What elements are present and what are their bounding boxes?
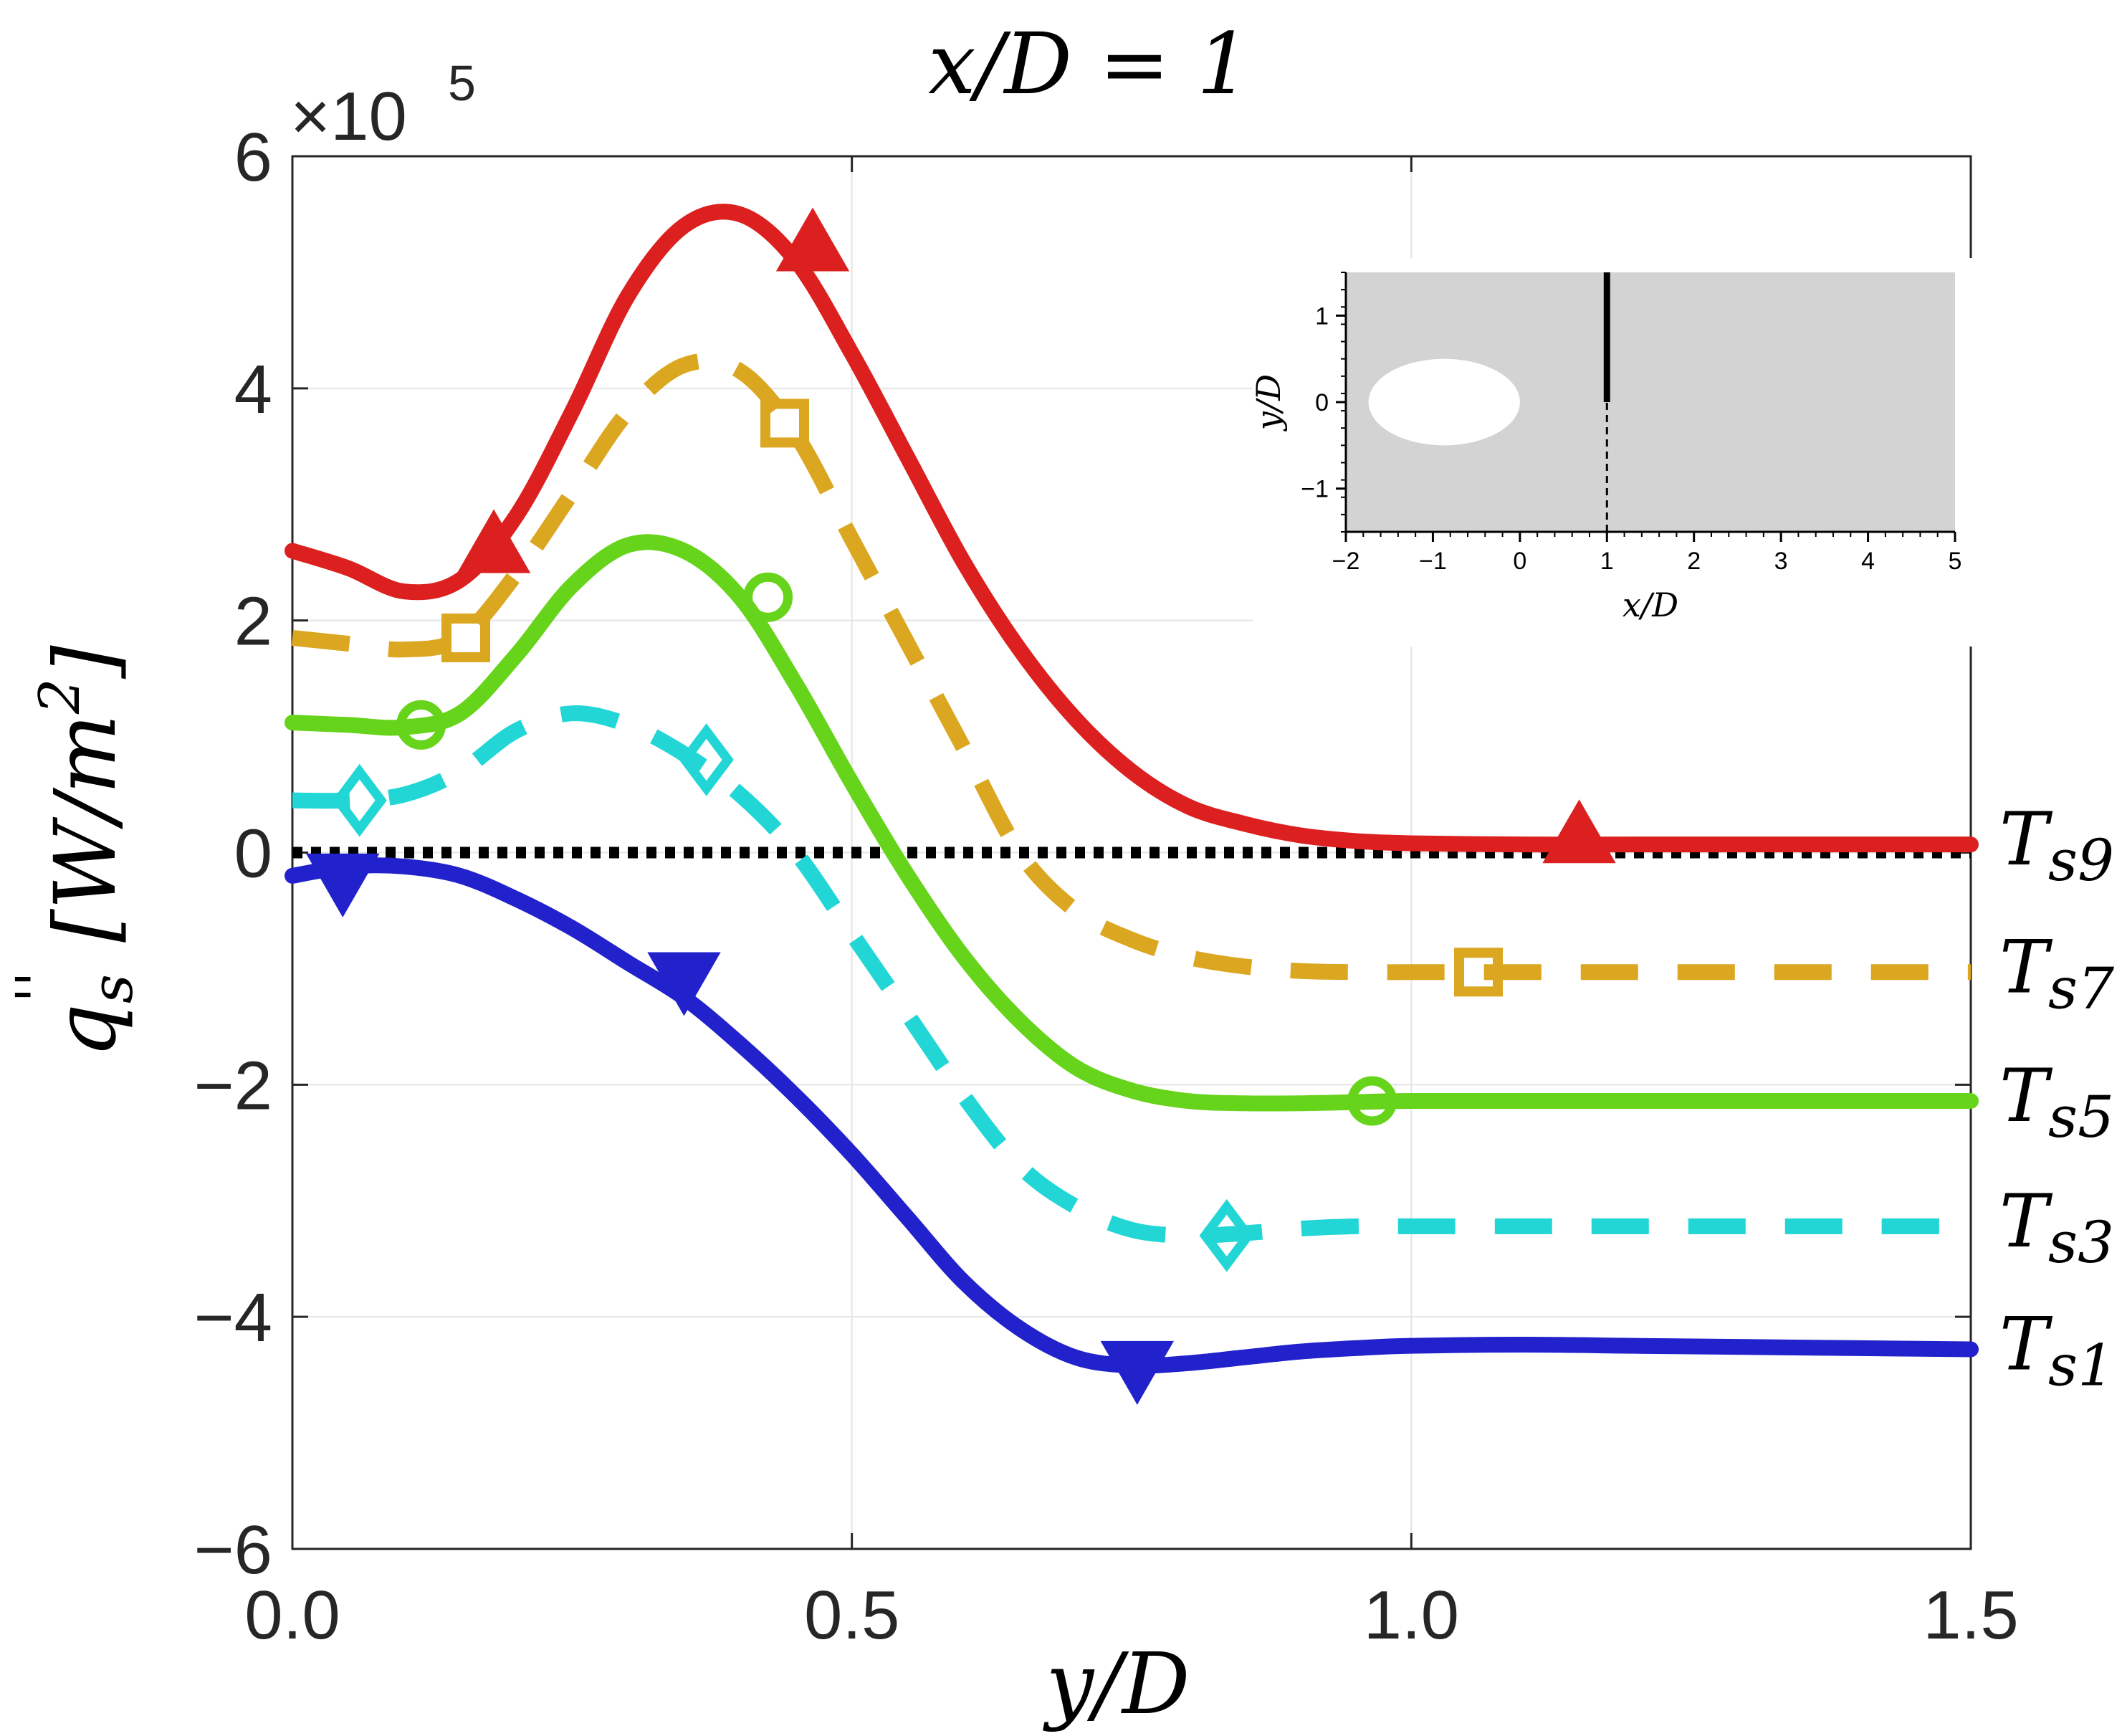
y-tick-label: −2 — [194, 1047, 272, 1124]
marker-Ts7 — [441, 613, 491, 662]
series-label-Ts3: Ts3 — [1999, 1179, 2114, 1276]
y-label-q: q — [36, 1003, 135, 1058]
series-line-Ts9 — [285, 204, 1979, 853]
series-line-Ts1 — [285, 857, 1979, 1374]
marker-Ts3 — [679, 723, 734, 796]
y-tick-label: 6 — [234, 119, 272, 196]
svg-text:qs''[W/m2]: qs '' [W/m2] — [4, 644, 145, 1057]
inset-x-tick-label: 4 — [1861, 548, 1875, 575]
marker-Ts7 — [1454, 948, 1504, 997]
inset-y-axis-label: y/D — [1249, 374, 1288, 431]
inset-x-tick-label: 3 — [1774, 548, 1788, 575]
y-tick-label: 4 — [234, 351, 272, 428]
marker-Ts9 — [775, 207, 850, 272]
y-tick-label: 2 — [234, 583, 272, 660]
y-tick-label: −4 — [194, 1279, 272, 1356]
series-label-Ts1: Ts1 — [1999, 1302, 2114, 1399]
inset-x-axis-label: x/D — [1622, 586, 1678, 624]
x-axis-label: y/D — [1042, 1634, 1190, 1733]
series-label-Ts7: Ts7 — [1999, 925, 2114, 1021]
series-markers — [306, 207, 1616, 1405]
y-exponent-power: 5 — [448, 55, 476, 111]
marker-Ts3 — [1199, 1198, 1254, 1272]
y-label-sub: s — [79, 974, 145, 1003]
marker-Ts5 — [743, 572, 793, 622]
marker-Ts3 — [332, 763, 387, 837]
y-label-unit: [W/m — [36, 714, 135, 943]
series-line-Ts5 — [285, 534, 1979, 1112]
inset-x-tick-label: −1 — [1419, 548, 1447, 575]
y-tick-labels: −6 −4 −2 0 2 4 6 — [194, 119, 272, 1588]
inset-y-tick-label: 0 — [1315, 389, 1329, 416]
marker-Ts1 — [647, 952, 721, 1016]
inset-x-tick-label: 2 — [1687, 548, 1701, 575]
y-label-sup: 2 — [28, 678, 92, 715]
inset-x-tick-label: 0 — [1513, 548, 1526, 575]
x-tick-labels: 0.0 0.5 1.0 1.5 — [244, 1577, 2018, 1654]
series-line-Ts7 — [291, 353, 1971, 981]
inset-y-tick-label: 1 — [1315, 302, 1329, 330]
marker-Ts9 — [457, 509, 531, 573]
inset-cylinder — [1368, 358, 1520, 446]
y-label-close: ] — [36, 644, 135, 679]
marker-Ts9 — [1542, 799, 1616, 864]
marker-Ts5 — [396, 700, 446, 750]
inset-x-tick-label: −2 — [1332, 548, 1360, 575]
series-label-Ts5: Ts5 — [1999, 1054, 2114, 1150]
y-axis-label: qs '' [W/m2] — [4, 644, 145, 1057]
marker-Ts1 — [1100, 1340, 1174, 1405]
x-tick-label: 0.5 — [804, 1577, 899, 1654]
y-label-prime: '' — [4, 971, 70, 1003]
inset-x-tick-label: 1 — [1600, 548, 1614, 575]
y-tick-label: −6 — [194, 1512, 272, 1588]
x-tick-label: 1.5 — [1923, 1577, 2018, 1654]
x-tick-label: 1.0 — [1364, 1577, 1459, 1654]
marker-Ts5 — [1347, 1076, 1397, 1126]
y-tick-label: 0 — [234, 816, 272, 892]
inset-domain-plot: −2 −1 0 1 2 3 4 5 −1 0 1 x/D y/D — [1249, 258, 1984, 647]
y-exponent-label: ×10 — [290, 78, 407, 155]
marker-Ts7 — [760, 399, 809, 448]
marker-Ts1 — [306, 853, 380, 917]
x-tick-label: 0.0 — [244, 1577, 340, 1654]
inset-x-tick-label: 5 — [1949, 548, 1962, 575]
inset-y-tick-label: −1 — [1301, 476, 1329, 503]
chart-title: x/D = 1 — [928, 14, 1251, 113]
series-lines — [285, 204, 1979, 1374]
series-labels: Ts9 Ts7 Ts5 Ts3 Ts1 — [1999, 797, 2114, 1398]
series-label-Ts9: Ts9 — [1999, 797, 2114, 894]
